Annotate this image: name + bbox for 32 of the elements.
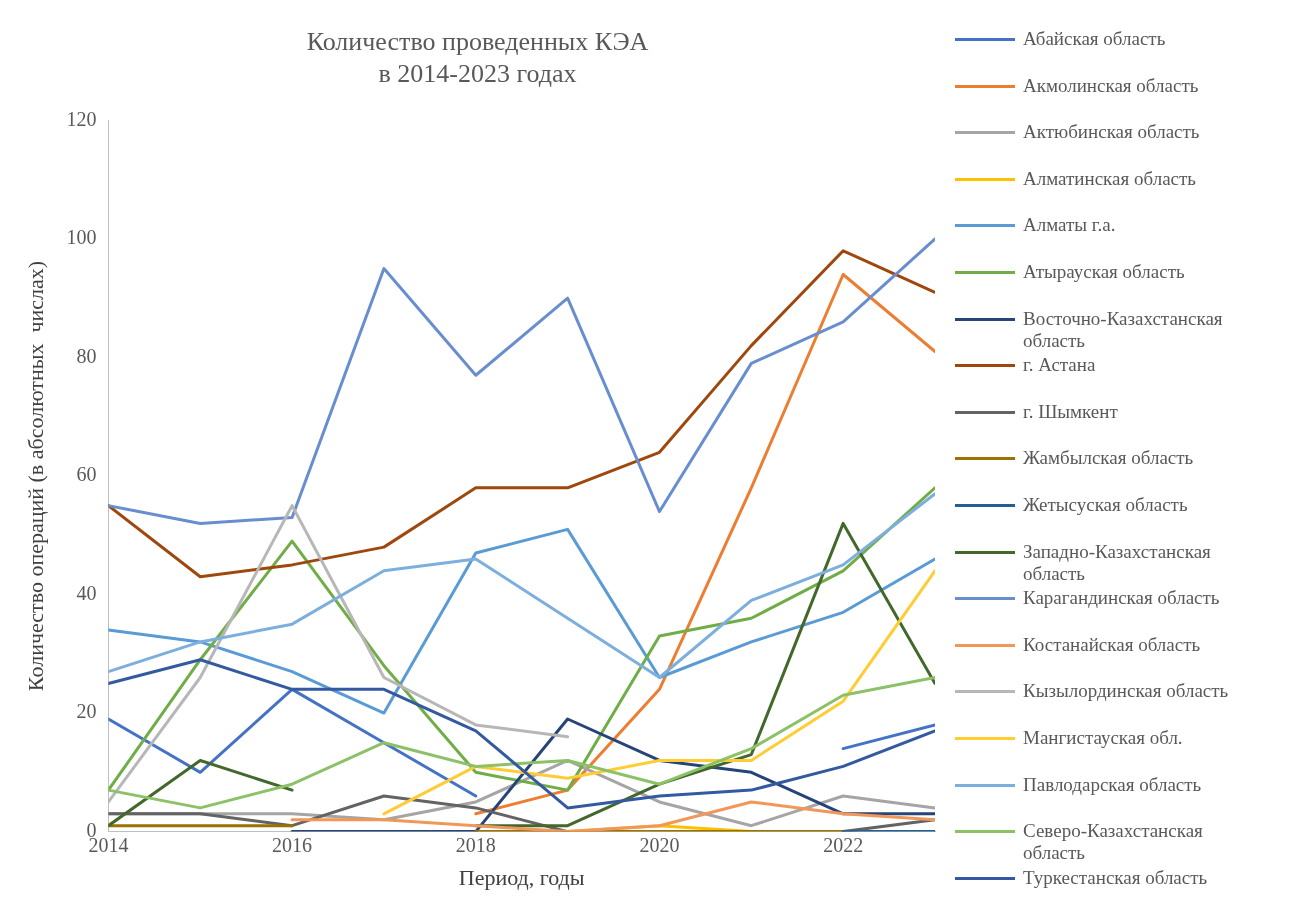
legend-label: Абайская область	[1023, 28, 1166, 50]
legend-label: Жамбылская область	[1023, 447, 1194, 470]
legend-label: г. Астана	[1023, 354, 1096, 377]
x-tick-label: 2018	[455, 833, 496, 856]
y-tick-label: 20	[76, 700, 97, 723]
legend-label: Атырауская область	[1023, 260, 1185, 283]
legend-label: Алматинская область	[1023, 167, 1196, 190]
legend-label: Акмолинская область	[1023, 74, 1199, 97]
y-tick-label: 120	[66, 107, 97, 130]
legend-label: Западно-Казахстанская область	[1023, 540, 1212, 585]
legend-label: Кызылординская область	[1023, 680, 1229, 703]
legend-label: Северо-Казахстанская область	[1023, 820, 1204, 865]
legend-label: Туркестанская область	[1023, 866, 1208, 889]
text: Количество проведенных КЭА	[306, 27, 649, 57]
legend-label: Карагандинская область	[1023, 587, 1220, 610]
legend-label: Алматы г.а.	[1023, 214, 1116, 237]
x-tick-label: 2022	[823, 833, 864, 856]
y-tick-label: 60	[76, 463, 97, 486]
text: в 2014-2023 годах	[378, 58, 577, 88]
y-axis-title: Количество операций (в абсолютных числах)	[22, 260, 48, 692]
x-tick-label: 2016	[272, 833, 313, 856]
x-tick-label: 2020	[639, 833, 680, 856]
y-tick-label: 80	[76, 344, 97, 367]
legend-label: Актюбинская область	[1023, 121, 1200, 144]
legend-label: г. Шымкент	[1023, 400, 1118, 423]
x-axis-title: Период, годы	[458, 864, 585, 890]
y-tick-label: 40	[76, 581, 97, 604]
y-tick-label: 100	[66, 226, 97, 249]
legend-label: Жетысуская область	[1023, 493, 1188, 516]
legend-label: Мангистауская обл.	[1023, 726, 1183, 749]
legend-label: Костанайская область	[1023, 633, 1201, 656]
legend-label: Павлодарская область	[1023, 773, 1202, 796]
